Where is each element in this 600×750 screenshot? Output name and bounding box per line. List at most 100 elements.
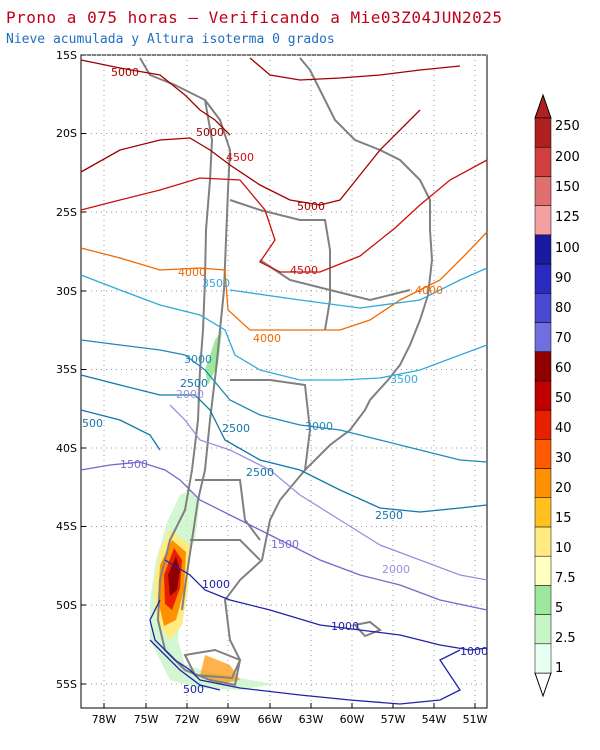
colorbar-swatch [534,146,552,177]
interior-border-5 [190,539,261,561]
longitude-labels: 78W 75W 72W 69W 66W 63W 60W 57W 54W 51W [92,713,488,726]
lon-label: 75W [134,713,159,726]
lon-label: 54W [422,713,447,726]
interior-border-4 [195,479,261,541]
contour-label: 2500 [246,466,274,479]
colorbar-swatch [534,614,552,645]
colorbar-swatch [534,205,552,236]
lat-label: 55S [56,678,77,691]
colorbar-label: 125 [555,210,580,225]
contour-label: 500 [82,417,103,430]
colorbar-label: 15 [555,511,572,526]
colorbar-swatch [534,293,552,323]
contour-label: 4500 [226,151,254,164]
lon-label: 72W [175,713,200,726]
colorbar-label: 150 [555,180,580,195]
contour-label: 2000 [176,388,204,401]
isotherm-contours [80,57,488,705]
contour-5000-north [80,59,231,136]
latitude-labels: 15S 20S 25S 30S 35S 40S 45S 50S 55S [56,49,77,691]
interior-border-3 [230,379,312,471]
colorbar-label: 5 [555,601,563,616]
south-america-coastline [139,57,434,687]
map-title: Prono a 075 horas — Verificando a Mie03Z… [6,8,503,27]
contour-label: 1000 [460,645,488,658]
colorbar-swatch [534,351,552,382]
contour-label: 3500 [390,373,418,386]
contour-3000 [80,339,488,463]
contour-2500-b [80,409,161,451]
colorbar-swatch [534,439,552,469]
contour-2000-a [169,404,488,581]
map-gridlines [81,54,487,708]
colorbar-swatch [534,526,552,557]
lon-label: 66W [258,713,283,726]
snow-area-darkred [168,556,180,596]
contour-label: 4000 [415,284,443,297]
colorbar-swatch [534,468,552,498]
colorbar-label: 100 [555,241,580,256]
colorbar-swatch [534,555,552,586]
contour-label: 2500 [222,422,250,435]
contour-1000-a [164,559,488,651]
colorbar-swatch [534,380,552,411]
colorbar-top-arrow [534,93,552,119]
contour-label: 1500 [271,538,299,551]
colorbar-label: 7.5 [555,571,576,586]
colorbar-label: 200 [555,150,580,165]
contour-label: 4500 [290,264,318,277]
contour-label: 1500 [120,458,148,471]
contour-label: 5000 [196,126,224,139]
contour-4000-b [224,231,488,331]
lat-label: 15S [56,49,77,62]
colorbar-swatches [534,117,552,674]
contour-4000-a [80,247,226,271]
colorbar-label: 20 [555,481,572,496]
andes-border [181,99,232,611]
contour-5000-top [249,57,461,81]
tierra-del-fuego [183,648,242,680]
colorbar-swatch [534,234,552,265]
contour-5000-west [80,109,421,206]
malvinas [353,620,382,638]
lat-label: 30S [56,285,77,298]
snow-colorbar: 250 200 150 125 100 90 80 70 60 50 40 30… [534,93,580,698]
contour-label: 3000 [305,420,333,433]
contour-label: 2500 [180,377,208,390]
lat-label: 25S [56,206,77,219]
lon-label: 63W [299,713,324,726]
colorbar-swatch [534,643,552,674]
lon-label: 60W [340,713,365,726]
contour-label: 1000 [331,620,359,633]
coastlines-and-borders [139,57,434,687]
contour-label: 4000 [178,266,206,279]
contour-4500 [80,159,488,273]
colorbar-swatch [534,409,552,440]
colorbar-swatch [534,497,552,528]
colorbar-label: 40 [555,421,572,436]
lat-label: 20S [56,127,77,140]
lon-label: 78W [92,713,117,726]
interior-border-1 [229,199,331,331]
interior-border-2 [259,259,411,302]
contour-label: 5000 [297,200,325,213]
lon-label: 57W [381,713,406,726]
lat-label: 45S [56,520,77,533]
contour-1000-b [149,599,461,705]
contour-label: 2000 [382,563,410,576]
colorbar-label: 80 [555,301,572,316]
lon-label: 69W [216,713,241,726]
colorbar-swatch [534,176,552,206]
colorbar-swatch [534,585,552,615]
colorbar-swatch [534,322,552,352]
colorbar-label: 30 [555,451,572,466]
colorbar-label: 10 [555,541,572,556]
contour-label: 3000 [184,353,212,366]
colorbar-label: 60 [555,361,572,376]
colorbar-swatch [534,263,552,294]
lat-label: 40S [56,442,77,455]
contour-label: 5000 [111,66,139,79]
lat-label: 50S [56,599,77,612]
snow-shading [150,330,275,690]
